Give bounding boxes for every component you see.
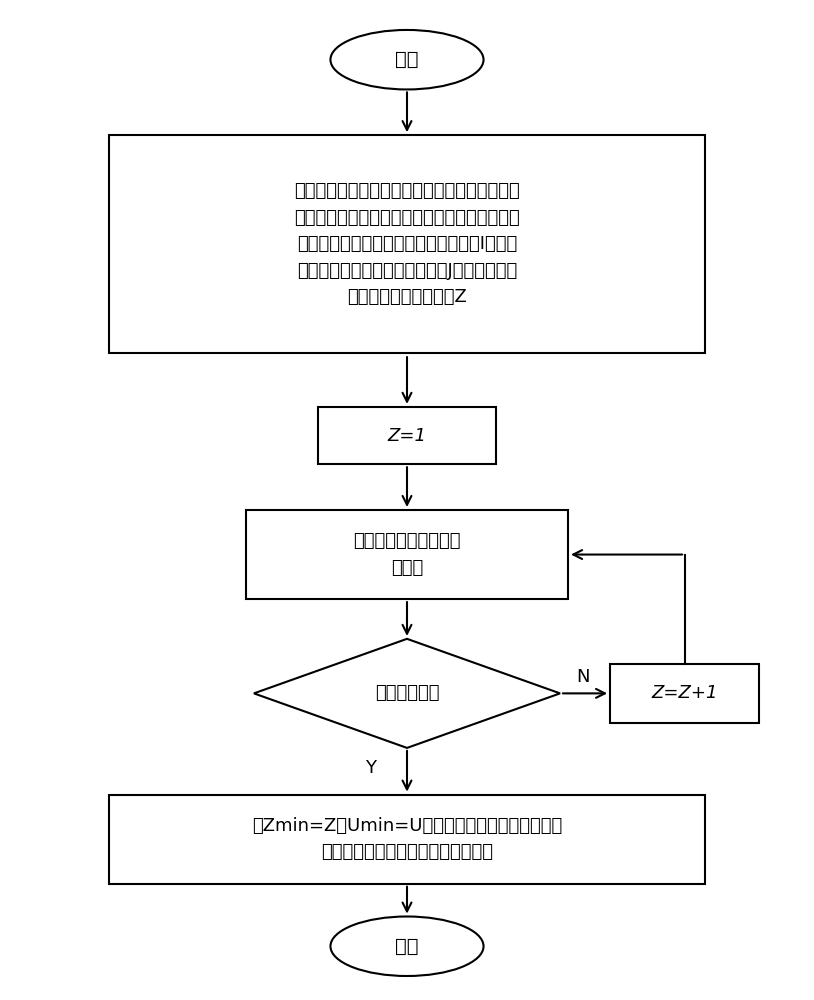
Text: 令区域智能配电网初级技术方案需要改善的建设
目标为初级建设目标集中所包含的所有建设目标
，令初级建设目标集中建设目标总数为I，令可
在该区域发展的技术种类总数为: 令区域智能配电网初级技术方案需要改善的建设 目标为初级建设目标集中所包含的所有建…: [294, 182, 520, 306]
Text: 令Zmin=Z，Umin=U，并整理此时选取的技术为该
区域建设智能配电网的初级技术方案: 令Zmin=Z，Umin=U，并整理此时选取的技术为该 区域建设智能配电网的初级…: [252, 817, 562, 861]
Bar: [318, 407, 496, 464]
Bar: [109, 135, 705, 353]
Bar: [109, 795, 705, 884]
Text: Z=Z+1: Z=Z+1: [652, 684, 718, 702]
Bar: [610, 664, 759, 723]
Text: N: N: [575, 668, 589, 686]
Text: Z=1: Z=1: [387, 427, 427, 445]
Bar: [246, 510, 568, 599]
Text: 求解技术方案多配置组
合模型: 求解技术方案多配置组 合模型: [353, 532, 461, 577]
Text: 结束: 结束: [396, 937, 418, 956]
Text: 模型是否有解: 模型是否有解: [374, 684, 440, 702]
Text: Y: Y: [365, 759, 376, 777]
Text: 开始: 开始: [396, 50, 418, 69]
